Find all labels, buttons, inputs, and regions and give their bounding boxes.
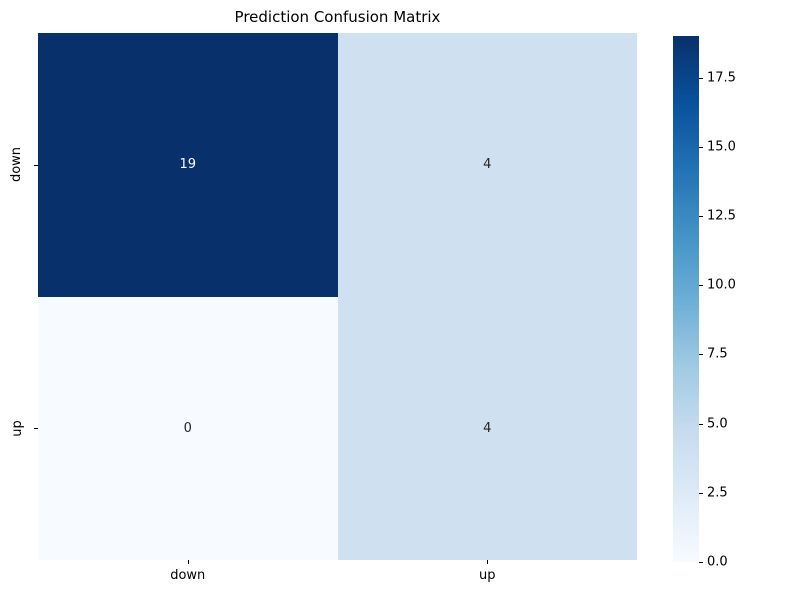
chart-title: Prediction Confusion Matrix [234,8,441,26]
x-tick-mark [487,560,489,564]
colorbar-tick-label: 0.0 [707,554,728,570]
colorbar-tick-mark [699,146,703,148]
cell-annotation: 19 [179,157,197,173]
cell-annotation: 0 [183,420,192,436]
colorbar-tick-label: 10.0 [707,277,736,293]
y-axis-tick-labels: down up [0,33,34,560]
colorbar-tick-mark [699,423,703,425]
y-tick-mark [34,428,38,430]
colorbar [673,36,699,562]
y-tick-label-down: down [9,147,25,183]
x-tick-mark [187,560,189,564]
x-tick-label-down: down [170,568,206,583]
colorbar-tick-label: 2.5 [707,485,728,501]
colorbar-tick-mark [699,492,703,494]
colorbar-tick-label: 7.5 [707,346,728,362]
x-axis-tick-labels: down up [38,568,637,583]
colorbar-tick-mark [699,562,703,563]
y-tick-mark [34,164,38,166]
heatmap-cell-up-down: 0 [38,296,338,560]
colorbar-tick-mark [699,354,703,356]
cell-annotation: 4 [483,420,492,436]
y-tick-label-up: up [9,420,25,437]
heatmap-grid: 19 4 0 4 [38,33,637,560]
heatmap-cell-up-up: 4 [337,296,637,560]
colorbar-tick-mark [699,285,703,287]
colorbar-tick-label: 5.0 [707,416,728,432]
colorbar-tick-mark [699,215,703,217]
colorbar-tick-label: 17.5 [707,70,736,86]
heatmap-cell-down-down: 19 [38,33,338,297]
colorbar-tick-label: 15.0 [707,139,736,155]
colorbar-tick-mark [699,77,703,79]
colorbar-tick-label: 12.5 [707,208,736,224]
cell-annotation: 4 [483,157,492,173]
heatmap-cell-down-up: 4 [337,33,637,297]
x-tick-label-up: up [479,568,496,583]
